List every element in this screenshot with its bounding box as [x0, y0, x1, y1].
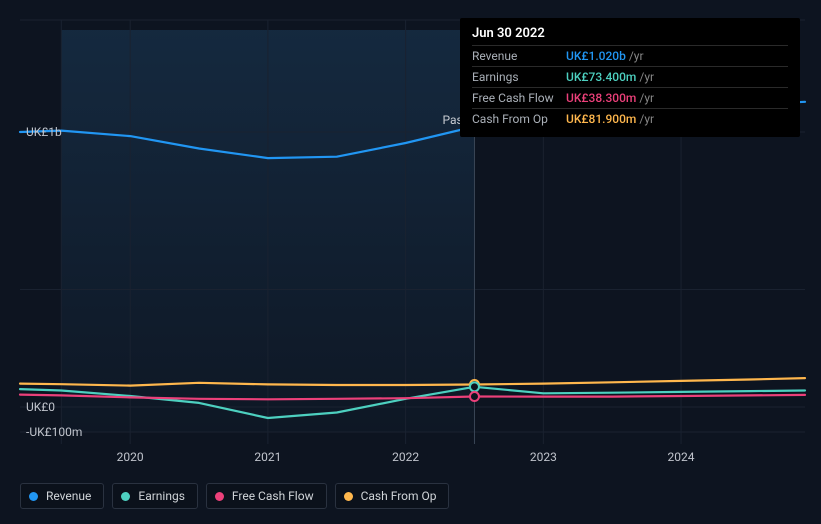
- tooltip-row: Revenue UK£1.020b/yr: [472, 45, 788, 66]
- y-tick-label: UK£0: [26, 400, 55, 414]
- legend-label: Earnings: [138, 489, 185, 503]
- tooltip-label: Earnings: [472, 70, 566, 84]
- legend-dot: [215, 492, 224, 501]
- forecast-chart: UK£1b UK£0 -UK£100m 2020 2021 2022 2023 …: [0, 0, 821, 524]
- tooltip-value: UK£38.300m/yr: [566, 91, 788, 105]
- x-tick-label: 2020: [117, 450, 144, 464]
- legend-dot: [344, 492, 353, 501]
- legend-dot: [121, 492, 130, 501]
- x-tick-label: 2023: [530, 450, 557, 464]
- x-tick-label: 2022: [392, 450, 419, 464]
- tooltip-value: UK£81.900m/yr: [566, 112, 788, 126]
- legend-item-earnings[interactable]: Earnings: [112, 483, 198, 509]
- tooltip-value-unit: /yr: [639, 112, 654, 126]
- tooltip-value-num: UK£38.300m: [566, 91, 636, 105]
- chart-tooltip: Jun 30 2022 Revenue UK£1.020b/yr Earning…: [460, 18, 800, 137]
- tooltip-value: UK£73.400m/yr: [566, 70, 788, 84]
- tooltip-value-unit: /yr: [639, 91, 654, 105]
- x-tick-label: 2021: [254, 450, 281, 464]
- tooltip-value: UK£1.020b/yr: [566, 49, 788, 63]
- tooltip-label: Revenue: [472, 49, 566, 63]
- tooltip-value-unit: /yr: [629, 49, 644, 63]
- legend-item-cfo[interactable]: Cash From Op: [335, 483, 450, 509]
- legend-dot: [29, 492, 38, 501]
- tooltip-row: Cash From Op UK£81.900m/yr: [472, 108, 788, 129]
- tooltip-value-unit: /yr: [639, 70, 654, 84]
- tooltip-title: Jun 30 2022: [472, 26, 788, 45]
- tooltip-value-num: UK£1.020b: [566, 49, 626, 63]
- tooltip-row: Free Cash Flow UK£38.300m/yr: [472, 87, 788, 108]
- chart-legend: Revenue Earnings Free Cash Flow Cash Fro…: [20, 483, 449, 509]
- y-tick-label: UK£1b: [26, 125, 62, 139]
- y-tick-label: -UK£100m: [26, 425, 82, 439]
- tooltip-value-num: UK£81.900m: [566, 112, 636, 126]
- x-tick-label: 2024: [668, 450, 695, 464]
- legend-label: Free Cash Flow: [232, 489, 314, 503]
- legend-item-fcf[interactable]: Free Cash Flow: [206, 483, 327, 509]
- tooltip-label: Cash From Op: [472, 112, 566, 126]
- legend-label: Revenue: [46, 489, 91, 503]
- legend-item-revenue[interactable]: Revenue: [20, 483, 104, 509]
- tooltip-value-num: UK£73.400m: [566, 70, 636, 84]
- legend-label: Cash From Op: [361, 489, 437, 503]
- tooltip-label: Free Cash Flow: [472, 91, 566, 105]
- tooltip-row: Earnings UK£73.400m/yr: [472, 66, 788, 87]
